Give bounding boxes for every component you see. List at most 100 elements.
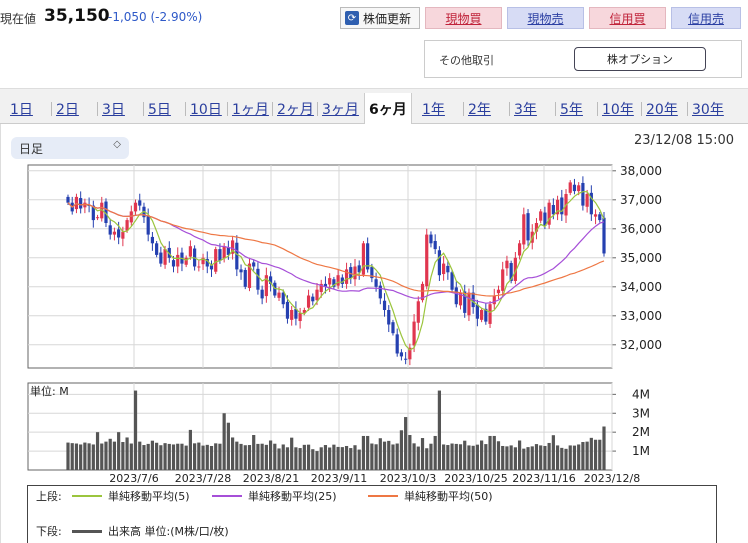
volume-bar <box>458 444 463 470</box>
period-tab-8[interactable]: 6ヶ月 <box>364 93 412 125</box>
price-plot-frame <box>27 164 613 369</box>
candle-body <box>429 234 433 244</box>
x-tick-label: 2023/10/25 <box>444 472 507 485</box>
volume-bar <box>340 447 344 470</box>
period-tab-2[interactable]: 3日 <box>102 102 125 118</box>
period-tab-3[interactable]: 5日 <box>148 102 171 118</box>
candle-body <box>522 214 526 245</box>
candle-body <box>366 243 370 270</box>
period-tab-1[interactable]: 2日 <box>56 102 79 118</box>
period-tab-9[interactable]: 1年 <box>422 102 445 118</box>
legend-item-ma25: 単純移動平均(25) <box>212 488 337 504</box>
volume-bar <box>429 443 433 470</box>
period-tab-11[interactable]: 3年 <box>514 102 537 118</box>
period-tab-14[interactable]: 20年 <box>646 102 678 118</box>
candle-body <box>399 352 404 357</box>
period-tab-12[interactable]: 5年 <box>560 102 583 118</box>
legend-item-volume: 出来高 単位:(M株/口/枚) <box>72 523 229 539</box>
period-separator <box>509 102 510 116</box>
volume-bar <box>125 437 129 470</box>
volume-bar <box>336 446 340 470</box>
period-tab-10[interactable]: 2年 <box>468 102 491 118</box>
period-tab-4[interactable]: 10日 <box>190 102 222 118</box>
period-tab-15[interactable]: 30年 <box>692 102 724 118</box>
volume-bar <box>446 445 450 470</box>
candle-body <box>454 287 458 305</box>
period-tab-13[interactable]: 10年 <box>602 102 634 118</box>
period-tab-7[interactable]: 3ヶ月 <box>322 102 359 118</box>
price-tick-label: 37,000 <box>620 193 662 207</box>
candle-body <box>66 196 70 203</box>
candle-body <box>302 310 306 313</box>
candle-body <box>205 258 209 267</box>
candle-body <box>79 198 83 209</box>
candle-body <box>433 240 437 250</box>
candle-body <box>568 182 572 193</box>
trade-button-2[interactable]: 信用買 <box>589 7 666 29</box>
volume-bar <box>399 430 404 470</box>
trade-button-1[interactable]: 現物売 <box>507 7 584 29</box>
period-separator <box>641 102 642 116</box>
candle-body <box>146 216 150 235</box>
volume-bar <box>222 413 226 470</box>
candle-body <box>298 312 302 322</box>
trade-button-0[interactable]: 現物買 <box>425 7 502 29</box>
volume-bar <box>79 444 83 470</box>
candle-body <box>387 310 391 325</box>
candle-body <box>488 304 492 324</box>
volume-bar <box>378 438 382 470</box>
candle-body <box>412 321 416 346</box>
candle-body <box>581 182 585 206</box>
candle-body <box>117 229 121 238</box>
volume-bar <box>323 445 328 470</box>
volume-bar <box>522 448 526 470</box>
volume-bar <box>555 445 560 470</box>
volume-bar <box>357 449 361 470</box>
stock-option-button[interactable]: 株オプション <box>574 47 706 71</box>
candle-body <box>285 301 290 319</box>
volume-bar <box>201 445 205 470</box>
interval-select[interactable]: 日足 ◇ <box>11 137 129 159</box>
volume-bar <box>395 443 399 470</box>
candle-body <box>197 266 201 268</box>
candle-body <box>442 263 446 275</box>
candle-body <box>264 275 268 297</box>
volume-bar <box>298 448 302 470</box>
volume-bar <box>551 435 555 470</box>
volume-bar <box>353 445 357 470</box>
refresh-price-button[interactable]: ⟳ 株価更新 <box>340 7 420 29</box>
period-tab-5[interactable]: 1ヶ月 <box>232 102 269 118</box>
candle-body <box>572 184 577 192</box>
period-tab-6[interactable]: 2ヶ月 <box>277 102 314 118</box>
volume-bar <box>163 443 167 470</box>
volume-bar <box>560 447 564 470</box>
volume-bar <box>256 443 260 470</box>
legend-lower-label: 下段: <box>36 525 62 538</box>
volume-bar <box>117 432 121 470</box>
candle-body <box>95 217 100 219</box>
candle-body <box>294 308 298 319</box>
price-tick-label: 32,000 <box>620 338 662 352</box>
volume-bar <box>197 442 201 470</box>
candle-body <box>480 310 484 320</box>
volume-bar <box>344 445 349 470</box>
volume-bar <box>530 446 534 470</box>
x-tick-label: 2023/11/16 <box>512 472 575 485</box>
volume-bar <box>416 446 420 470</box>
volume-bar <box>572 445 577 470</box>
candle-body <box>214 249 218 272</box>
period-tab-0[interactable]: 1日 <box>10 102 33 118</box>
candle-body <box>311 296 315 302</box>
candle-body <box>505 260 509 269</box>
volume-bar <box>370 443 374 470</box>
candle-body <box>577 185 581 192</box>
candle-body <box>344 269 349 284</box>
candle-body <box>370 267 374 279</box>
volume-bar <box>526 447 530 470</box>
trade-button-3[interactable]: 信用売 <box>671 7 741 29</box>
candle-body <box>125 220 129 231</box>
period-separator <box>687 102 688 116</box>
volume-bar <box>568 445 572 470</box>
volume-bar <box>581 442 585 470</box>
